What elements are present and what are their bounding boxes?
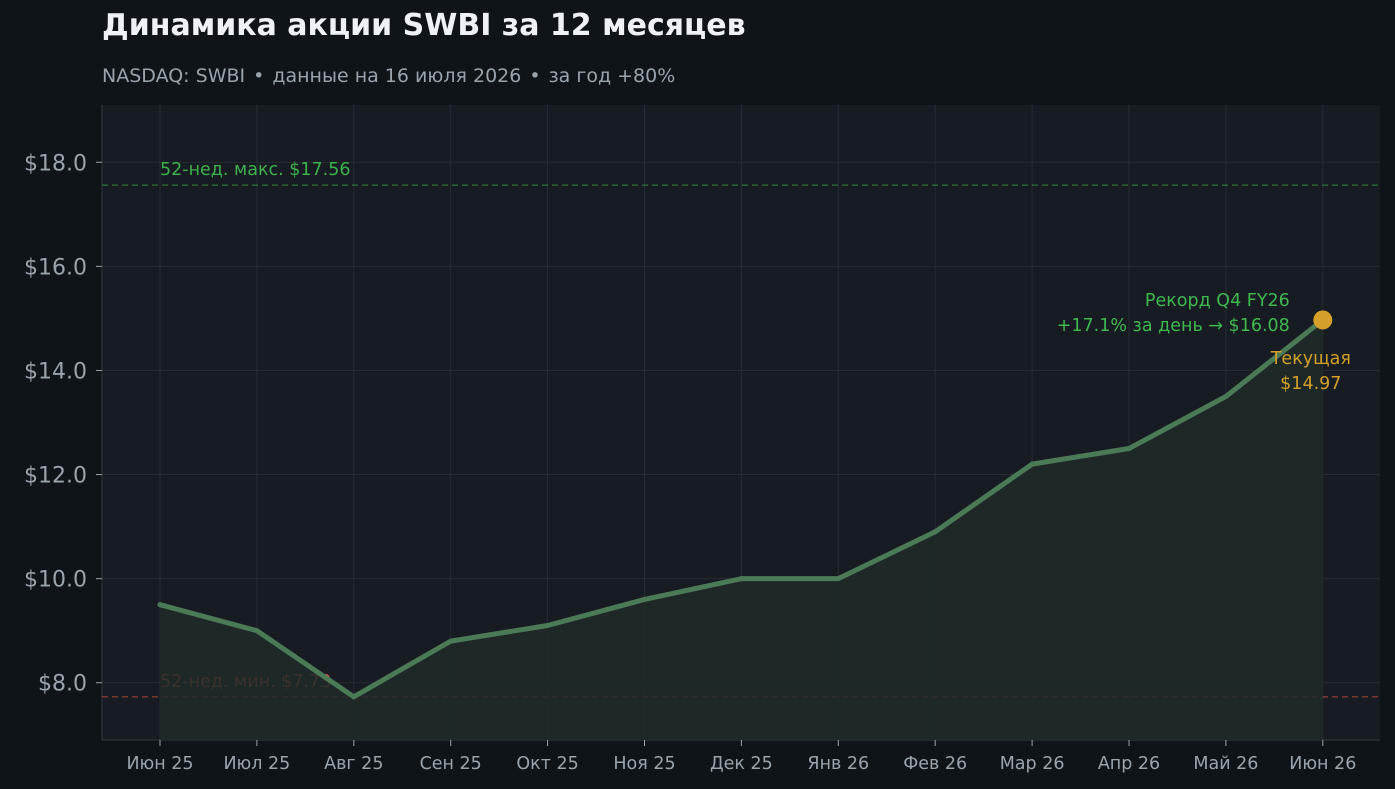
x-tick-label: Сен 25 bbox=[420, 754, 482, 774]
x-tick-label: Фев 26 bbox=[903, 754, 967, 774]
x-tick-label: Дек 25 bbox=[710, 754, 773, 774]
data-point bbox=[157, 602, 163, 608]
record-annotation-title: Рекорд Q4 FY26 bbox=[1145, 291, 1290, 311]
y-tick-label: $16.0 bbox=[24, 255, 87, 280]
x-tick-label: Янв 26 bbox=[807, 754, 869, 774]
x-tick-label: Мар 26 bbox=[1000, 754, 1065, 774]
data-point bbox=[545, 622, 551, 628]
x-tick-label: Июн 25 bbox=[126, 754, 193, 774]
y-tick-label: $10.0 bbox=[24, 568, 87, 593]
subtitle-ticker: NASDAQ: SWBI bbox=[102, 65, 246, 87]
current-price-value: $14.97 bbox=[1280, 374, 1341, 394]
x-tick-label: Июн 26 bbox=[1289, 754, 1356, 774]
y-tick-label: $18.0 bbox=[24, 151, 87, 176]
chart-subtitle: NASDAQ: SWBI • данные на 16 июля 2026 • за г… bbox=[102, 65, 675, 87]
subtitle-change: за год +80% bbox=[548, 65, 676, 87]
data-point bbox=[254, 628, 260, 634]
data-point bbox=[1126, 446, 1132, 452]
x-tick-label: Авг 25 bbox=[324, 754, 383, 774]
price-area bbox=[160, 319, 1323, 740]
data-point bbox=[1223, 393, 1229, 399]
data-point bbox=[448, 638, 454, 644]
data-point bbox=[1029, 461, 1035, 467]
x-tick-label: Апр 26 bbox=[1098, 754, 1160, 774]
data-point bbox=[351, 694, 357, 700]
data-point bbox=[835, 576, 841, 582]
data-point bbox=[738, 576, 744, 582]
y-tick-label: $14.0 bbox=[24, 359, 87, 384]
record-annotation-detail: +17.1% за день → $16.08 bbox=[1057, 316, 1290, 336]
x-tick-label: Май 26 bbox=[1193, 754, 1258, 774]
x-tick-label: Ноя 25 bbox=[613, 754, 675, 774]
subtitle-date: данные на 16 июля 2026 bbox=[272, 65, 522, 87]
current-price-marker bbox=[1313, 310, 1333, 330]
y-tick-label: $12.0 bbox=[24, 464, 87, 489]
chart-title: Динамика акции SWBI за 12 месяцев bbox=[102, 8, 746, 43]
y-tick-label: $8.0 bbox=[38, 672, 87, 697]
x-tick-label: Июл 25 bbox=[223, 754, 290, 774]
data-point bbox=[932, 529, 938, 535]
subtitle-separator: • bbox=[529, 65, 541, 87]
data-point bbox=[642, 596, 647, 602]
x-tick-label: Окт 25 bbox=[516, 754, 578, 774]
subtitle-separator: • bbox=[253, 65, 265, 87]
current-price-label: Текущая bbox=[1270, 349, 1351, 369]
max-reference-label: 52-нед. макс. $17.56 bbox=[160, 160, 351, 180]
